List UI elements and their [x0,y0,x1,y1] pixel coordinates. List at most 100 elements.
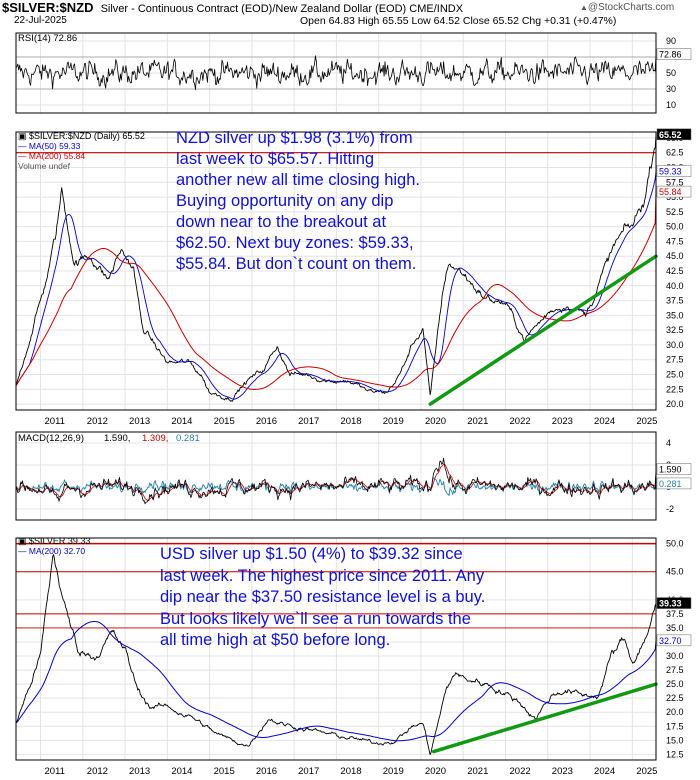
nzd-panel-frame [15,131,657,411]
usd-price-tag: 39.33 [659,599,682,609]
macd-hist-tag: 0.281 [659,479,682,489]
macd-panel-frame [15,431,657,521]
usd-tick-label: 15.0 [666,735,684,745]
nzd-year-label: 2021 [467,416,488,427]
nzd-tick-label: 30.0 [666,340,684,350]
nzd-year-label: 2011 [45,416,65,427]
nzd-tick-label: 32.5 [666,325,684,335]
usd-tick-label: 17.5 [666,721,684,731]
macd-line [15,457,657,505]
usd-price-tag-box [656,597,692,609]
macd-hist-tag-box [656,477,692,490]
nzd-price-tag: 65.52 [659,130,682,140]
nzd-legend-ma50: — MA(50) 59.33 [18,141,81,151]
macd-value-tag: 1.590 [659,465,682,475]
usd-year-label: 2020 [425,766,446,777]
nzd-ma200-tag: 55.84 [659,187,682,197]
nzd-year-label: 2023 [552,416,573,427]
usd-tick-label: 37.5 [666,609,684,619]
usd-panel-frame [15,537,657,761]
usd-legend-price: ▣ $SILVER 39.33 [18,536,90,546]
usd-year-label: 2019 [383,766,404,777]
nzd-ma200-tag-box [656,185,692,198]
macd-signal-line [15,463,657,501]
rsi-tick-label: 10 [666,100,676,110]
nzd-ma50-tag-box [656,165,692,177]
rsi-panel-frame [15,32,657,114]
nzd-tick-label: 25.0 [666,370,684,380]
usd-legend-ma200: — MA(200) 32.70 [18,546,85,556]
usd-year-label: 2023 [552,766,573,777]
rsi-legend: RSI(14) 72.86 [18,33,77,44]
nzd-tick-label: 40.0 [666,281,684,291]
usd-commentary: USD silver up $1.50 (4%) to $39.32 since… [160,545,486,649]
watermark-text: @StockCharts.com [587,2,675,13]
usd-tick-label: 27.5 [666,665,684,675]
usd-year-label: 2025 [636,766,657,777]
nzd-legend-ma200: — MA(200) 55.84 [18,151,85,161]
nzd-year-label: 2015 [214,416,235,427]
nzd-tick-label: 37.5 [666,296,684,306]
usd-year-label: 2017 [298,766,319,777]
nzd-year-label: 2016 [256,416,277,427]
macd-value-tag-box [656,463,692,475]
nzd-tick-label: 35.0 [666,310,684,320]
rsi-tick-label: 90 [666,36,676,46]
nzd-tick-label: 20.0 [666,399,684,409]
symbol-description: Silver - Continuous Contract (EOD)/New Z… [100,3,464,15]
nzd-ma50-tag: 59.33 [659,166,682,176]
nzd-tick-label: 27.5 [666,355,684,365]
usd-ma200-tag-box [656,634,692,647]
usd-year-label: 2015 [214,766,235,777]
nzd-legend-volume: Volume undef [18,161,71,171]
nzd-year-label: 2018 [340,416,361,427]
rsi-last-value-tag-box [656,48,692,60]
usd-tick-label: 22.5 [666,693,684,703]
macd-legend-label: MACD(12,26,9) [18,433,84,444]
nzd-trendline [428,254,658,406]
usd-tick-label: 25.0 [666,679,684,689]
nzd-tick-label: 47.5 [666,236,684,246]
usd-tick-label: 30.0 [666,651,684,661]
rsi-tick-label: 30 [666,84,676,94]
usd-year-label: 2014 [171,766,192,777]
nzd-tick-label: 45.0 [666,251,684,261]
triangle-up-icon: ▲ [580,3,588,12]
symbol-name: $SILVER:$NZD [2,0,94,15]
nzd-tick-label: 52.5 [666,207,684,217]
nzd-year-label: 2017 [298,416,319,427]
macd-legend-macd: 1.590, [104,433,130,444]
usd-trendline [431,682,658,754]
nzd-tick-label: 50.0 [666,222,684,232]
nzd-legend-price: ▣ $SILVER:$NZD (Daily) 65.52 [18,131,145,141]
rsi-line [15,54,657,91]
usd-tick-label: 45.0 [666,567,684,577]
usd-year-label: 2012 [87,766,108,777]
nzd-price-line [15,134,657,402]
usd-tick-label: 20.0 [666,707,684,717]
macd-tick-label: -2 [666,504,674,514]
usd-price-line [15,554,657,756]
nzd-ma200-line [15,192,657,390]
usd-tick-label: 12.5 [666,749,684,759]
usd-tick-label: 35.0 [666,623,684,633]
macd-legend-signal: 1.309, [142,433,168,444]
usd-year-label: 2018 [340,766,361,777]
nzd-year-label: 2012 [87,416,108,427]
usd-year-label: 2024 [594,766,615,777]
usd-year-label: 2022 [510,766,531,777]
nzd-year-label: 2020 [425,416,446,427]
macd-legend-hist: 0.281 [176,433,200,444]
nzd-year-label: 2013 [129,416,150,427]
usd-year-label: 2011 [45,766,65,777]
nzd-commentary: NZD silver up $1.98 (3.1%) from last wee… [176,129,420,273]
nzd-tick-label: 62.5 [666,148,684,158]
nzd-year-label: 2024 [594,416,615,427]
usd-ma200-tag: 32.70 [659,636,682,646]
nzd-tick-label: 42.5 [666,266,684,276]
usd-year-label: 2021 [467,766,488,777]
usd-tick-label: 50.0 [666,539,684,549]
nzd-year-label: 2019 [383,416,404,427]
